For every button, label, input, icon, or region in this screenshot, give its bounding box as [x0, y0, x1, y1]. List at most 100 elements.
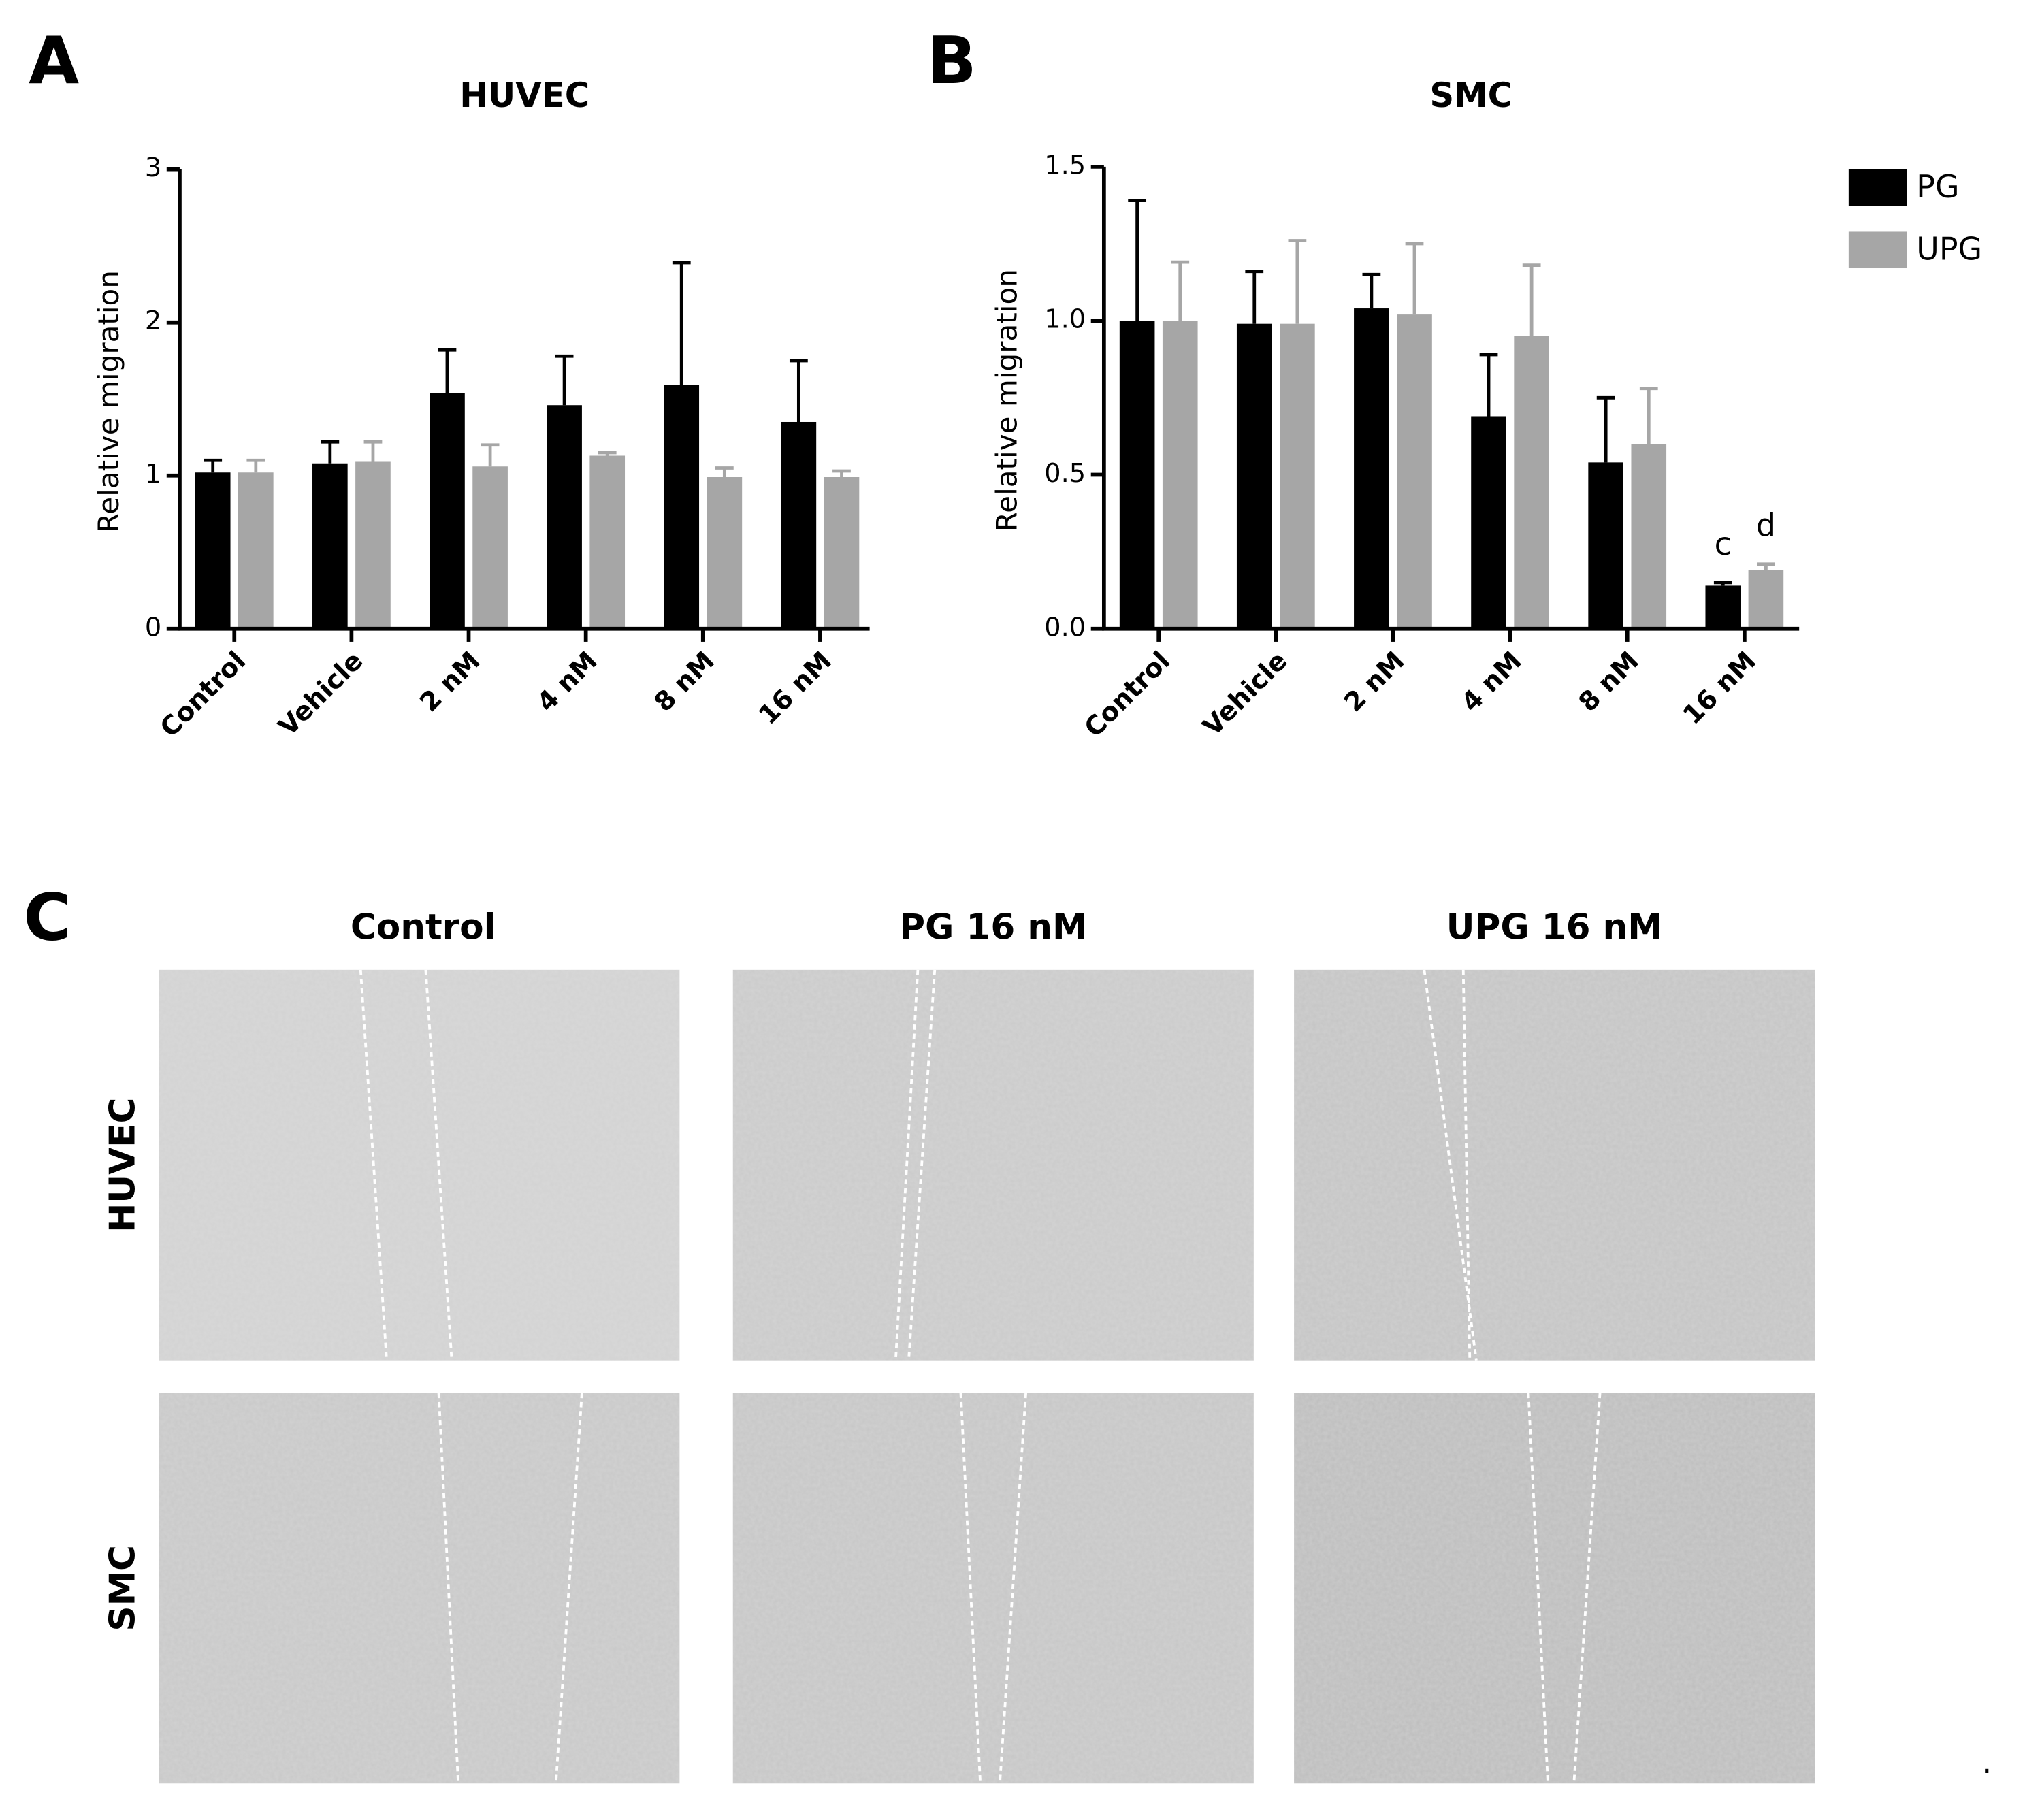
row-label: HUVEC: [103, 1098, 144, 1233]
footnote: .: [1981, 1742, 1992, 1781]
bar: [547, 405, 582, 629]
y-tick-label: 1.5: [1044, 150, 1086, 180]
bar: [781, 421, 817, 629]
error-bar: [1405, 242, 1424, 315]
y-tick-label: 3: [145, 152, 161, 183]
x-tick-label: Vehicle: [273, 646, 370, 743]
bar: [1705, 585, 1741, 629]
error-bar: [481, 443, 500, 467]
bar: [355, 461, 391, 629]
error-bar: [246, 458, 265, 473]
wound-edge: [1572, 1393, 1602, 1784]
bar: [1397, 314, 1432, 629]
x-tick-label: 4 nM: [1455, 646, 1527, 718]
bar: [664, 385, 700, 629]
y-tick-label: 2: [145, 306, 161, 336]
error-bar: [1171, 260, 1190, 321]
error-bar: [1757, 562, 1775, 570]
error-bar: [1245, 270, 1264, 324]
bar: [1748, 570, 1784, 629]
micrograph-texture: [1294, 969, 1815, 1361]
x-tick-label: 16 nM: [753, 646, 838, 731]
error-bar: [715, 466, 734, 478]
error-bar: [1713, 581, 1732, 586]
annotation: d: [1756, 507, 1776, 544]
bar: [238, 472, 274, 629]
bar: [1162, 321, 1198, 629]
wound-edge: [1423, 969, 1478, 1361]
bar: [1588, 462, 1623, 629]
x-tick-label: Control: [1079, 646, 1177, 744]
error-bar: [1288, 239, 1307, 324]
chart-title: SMC: [1429, 76, 1512, 115]
bar: [1631, 444, 1667, 629]
error-bar: [1128, 199, 1147, 321]
x-tick-label: 16 nM: [1677, 646, 1762, 731]
axes: [178, 169, 870, 631]
legend-label: UPG: [1916, 231, 1982, 267]
column-label: UPG 16 nM: [1446, 907, 1663, 948]
legend-swatch: [1848, 169, 1907, 206]
bar: [1354, 308, 1389, 629]
error-bar: [1362, 272, 1381, 309]
bar: [430, 393, 465, 629]
y-tick-label: 0.0: [1044, 612, 1086, 643]
bar: [1280, 323, 1315, 629]
legend-swatch: [1848, 231, 1907, 269]
panel-label: A: [29, 22, 79, 99]
y-tick-label: 1.0: [1044, 304, 1086, 335]
y-tick-label: 1: [145, 459, 161, 489]
axes: [1101, 166, 1800, 631]
wound-edge: [554, 1393, 583, 1784]
wound-edge: [1527, 1393, 1549, 1784]
x-tick-label: Control: [155, 646, 253, 744]
bar: [1471, 416, 1506, 629]
wound-edge: [894, 969, 920, 1361]
wound-edge: [998, 1393, 1028, 1784]
error-bar: [1639, 387, 1658, 444]
y-tick-label: 0.5: [1044, 458, 1086, 489]
wound-edge: [959, 1393, 982, 1784]
y-tick-label: 0: [145, 612, 161, 643]
wound-edge: [359, 969, 388, 1361]
error-bar: [555, 354, 574, 406]
micrograph-texture: [159, 1393, 680, 1784]
wound-edge: [1461, 969, 1472, 1361]
bar: [1514, 336, 1549, 629]
micrograph-texture: [732, 1393, 1254, 1784]
x-tick-label: 2 nM: [414, 646, 486, 718]
error-bar: [363, 440, 383, 462]
wound-edge: [907, 969, 937, 1361]
bar: [312, 463, 348, 629]
wound-edge: [437, 1393, 460, 1784]
chart-title: HUVEC: [459, 76, 589, 115]
bar: [824, 477, 860, 629]
y-axis-label: Relative migration: [990, 269, 1024, 532]
column-label: Control: [351, 907, 496, 948]
error-bar: [438, 348, 457, 393]
error-bar: [1479, 353, 1498, 417]
panel-label: B: [927, 22, 977, 99]
error-bar: [832, 469, 851, 478]
error-bar: [1522, 263, 1541, 336]
row-label: SMC: [103, 1545, 144, 1631]
legend-label: PG: [1916, 168, 1959, 205]
bar: [589, 455, 626, 629]
column-label: PG 16 nM: [899, 907, 1087, 948]
error-bar: [789, 359, 808, 422]
y-axis-label: Relative migration: [92, 270, 125, 533]
x-tick-label: 8 nM: [649, 646, 721, 718]
micrograph-texture: [159, 969, 680, 1361]
x-tick-label: 2 nM: [1338, 646, 1410, 718]
bar: [707, 477, 743, 629]
bar: [195, 472, 231, 629]
x-tick-label: 4 nM: [531, 646, 603, 718]
micrograph-texture: [732, 969, 1254, 1361]
wound-edge: [424, 969, 453, 1361]
x-tick-label: 8 nM: [1572, 646, 1645, 718]
bar: [1236, 323, 1272, 629]
error-bar: [204, 458, 223, 473]
x-tick-label: Vehicle: [1197, 646, 1293, 743]
micrograph-texture: [1294, 1393, 1815, 1784]
